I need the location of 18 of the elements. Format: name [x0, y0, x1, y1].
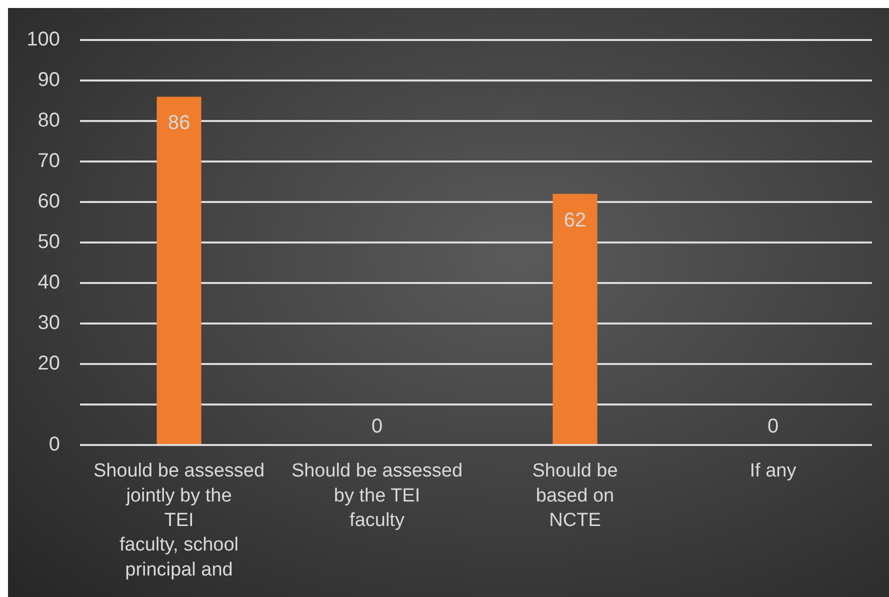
y-tick-label: 60 — [38, 190, 60, 213]
y-tick-label: 90 — [38, 69, 60, 92]
y-tick-label: 30 — [38, 312, 60, 334]
x-tick-label: Should be assessed by the TEI faculty — [291, 460, 463, 531]
y-tick-label: 50 — [38, 231, 60, 254]
y-tick-label: 70 — [38, 150, 60, 172]
y-tick-label: 0 — [48, 434, 60, 456]
data-label: 0 — [767, 416, 779, 438]
y-tick-label: 100 — [26, 28, 60, 51]
data-label: 62 — [564, 209, 586, 232]
y-tick-label: 80 — [38, 110, 60, 132]
data-label: 0 — [371, 416, 383, 438]
data-label: 86 — [168, 112, 190, 134]
y-tick-label: 20 — [38, 352, 60, 375]
x-tick-label: Should be based on NCTE — [532, 460, 618, 531]
x-tick-label: If any — [750, 460, 797, 482]
y-tick-label: 40 — [38, 272, 60, 294]
x-tick-label: Should be assessed jointly by the TEI faculty, school principal and — [93, 460, 265, 580]
